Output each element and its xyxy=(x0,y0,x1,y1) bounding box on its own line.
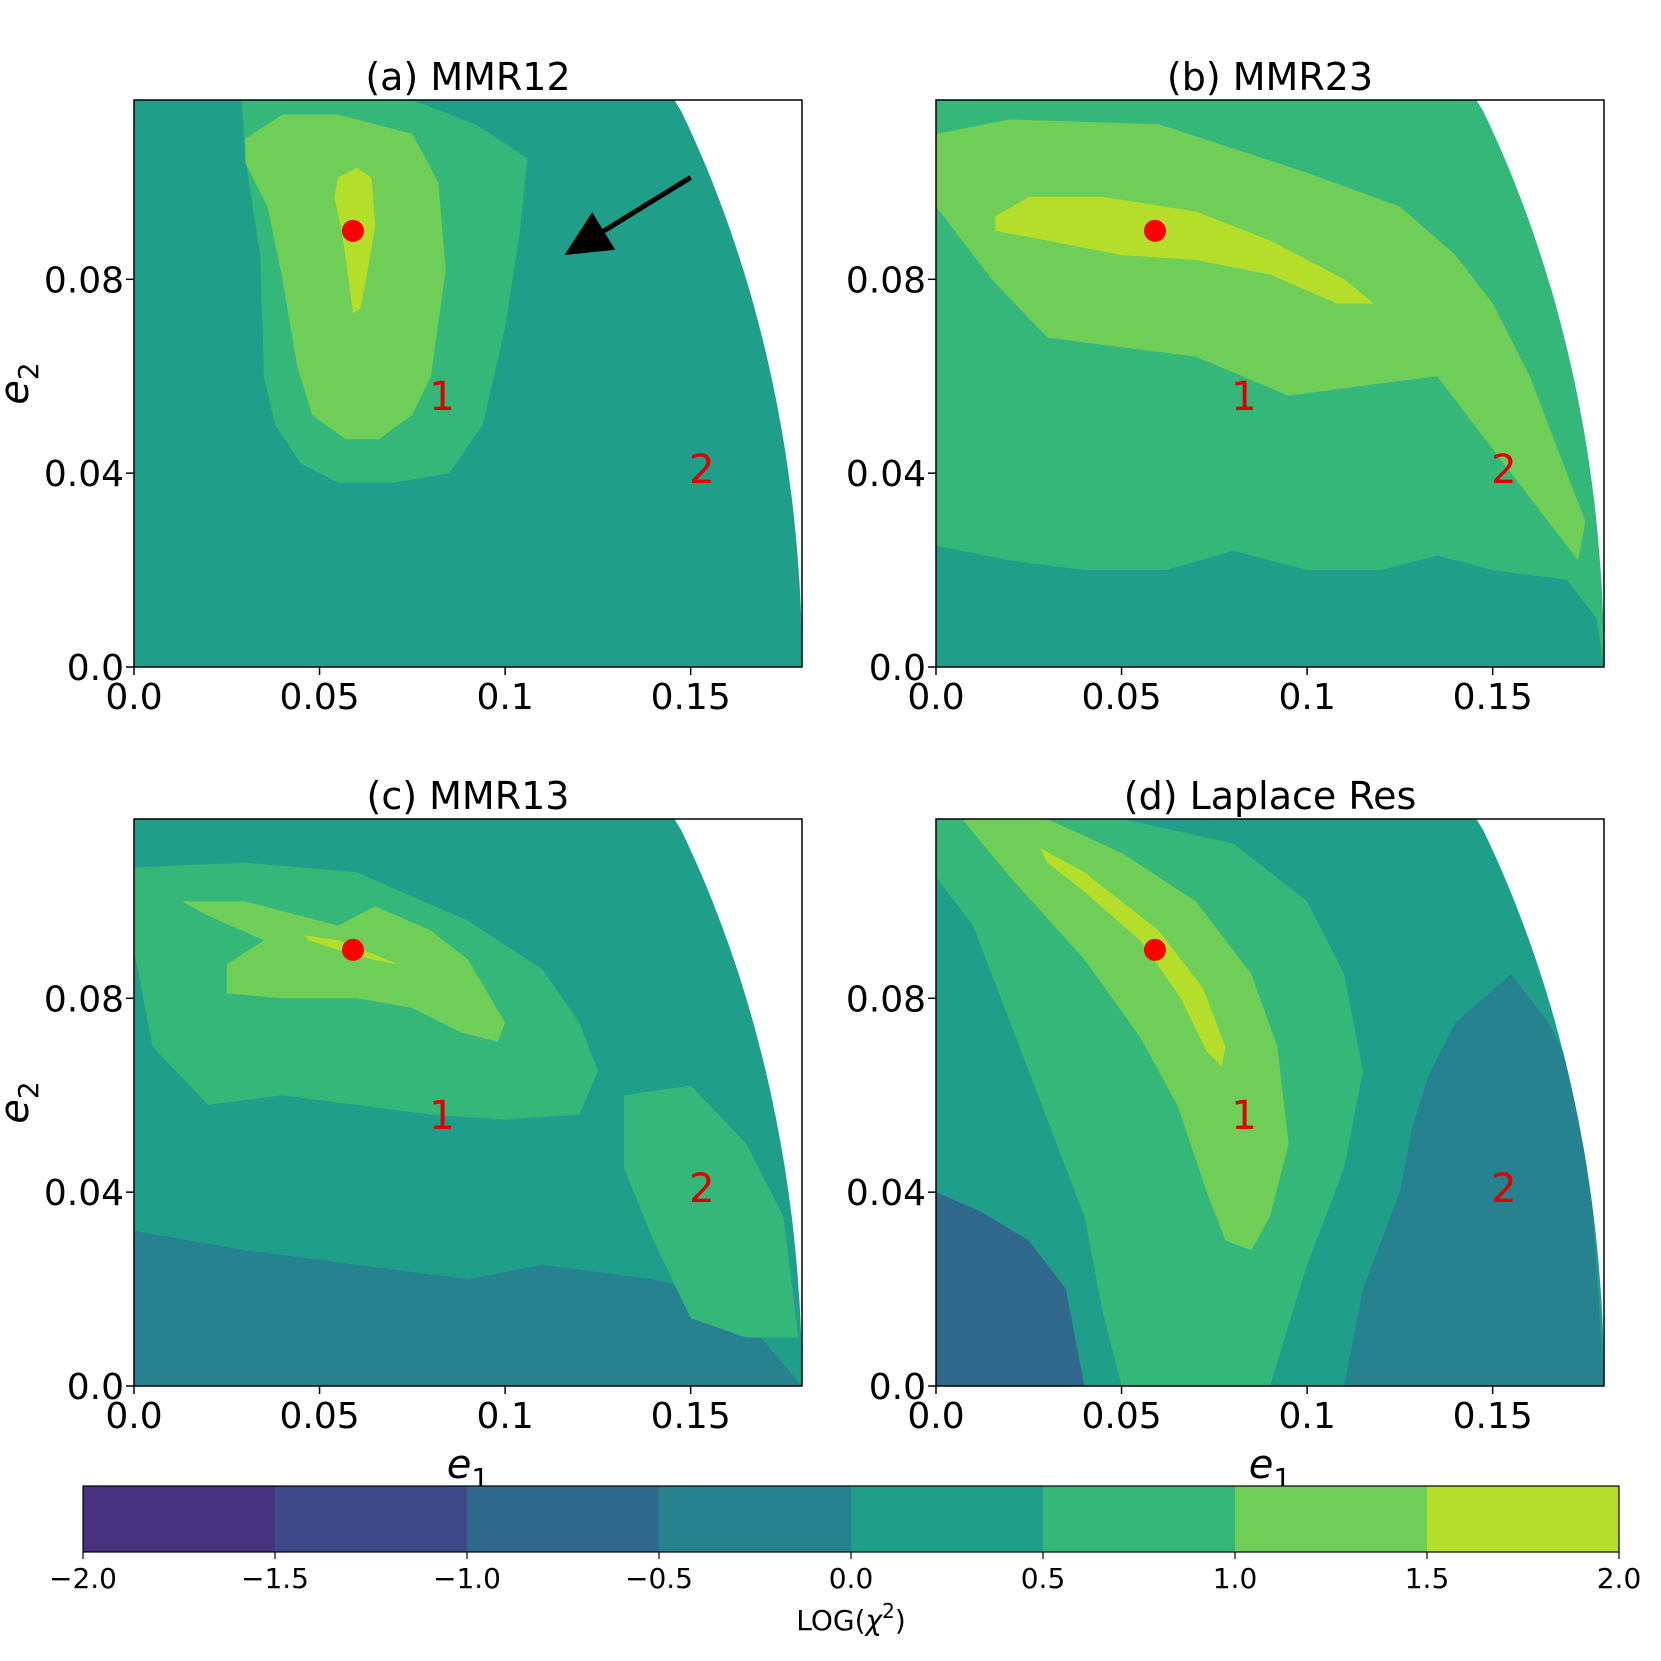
region-label: 2 xyxy=(1491,447,1516,493)
y-tick-label: 0.0 xyxy=(67,648,124,689)
y-tick-label: 0.04 xyxy=(846,1173,926,1214)
contour-level-1 xyxy=(962,819,1289,1251)
colorbar-segment xyxy=(467,1486,660,1552)
arrow-head xyxy=(564,212,616,256)
y-tick-label: 0.08 xyxy=(44,260,124,301)
contours xyxy=(134,862,802,1386)
colorbar-segment xyxy=(851,1486,1044,1552)
contour-level-1_5 xyxy=(995,196,1374,304)
y-tick-label: 0.08 xyxy=(846,979,926,1020)
colorbar-segment xyxy=(1043,1486,1236,1552)
contour-level-neg0_5 xyxy=(1307,974,1604,1386)
x-tick-label: 0.05 xyxy=(279,1396,359,1437)
colorbar: −2.0 −1.5 −1.0 −0.5 0.0 0.5 1.0 1.5 2.0 LOG(χ2) xyxy=(49,1485,1642,1637)
contour-level-0 xyxy=(936,545,1604,667)
y-tick-label: 0.0 xyxy=(67,1367,124,1408)
best-fit-marker xyxy=(341,219,364,242)
x-tick-label: 0.05 xyxy=(279,677,359,718)
axes-frame xyxy=(133,99,803,668)
x-tick-label: 0.05 xyxy=(1081,677,1161,718)
y-tick-label: 0.04 xyxy=(44,454,124,495)
axes-frame xyxy=(935,99,1605,668)
axes-frame xyxy=(133,818,803,1387)
region-label: 1 xyxy=(429,374,454,420)
arrow-shaft xyxy=(602,175,692,234)
contours xyxy=(241,100,528,483)
y-tick-label: 0.0 xyxy=(869,1367,926,1408)
x-tick-label: 0.15 xyxy=(651,1396,731,1437)
best-fit-marker xyxy=(1143,938,1166,961)
y-tick-label: 0.04 xyxy=(44,1173,124,1214)
colorbar-segment xyxy=(83,1486,276,1552)
colorbar-tick-label: −1.5 xyxy=(241,1562,309,1595)
region-label: 1 xyxy=(1231,1093,1256,1139)
panel-title: (c) MMR13 xyxy=(367,774,570,818)
axes-frame xyxy=(935,818,1605,1387)
colorbar-tick-label: 0.0 xyxy=(829,1562,874,1595)
colorbar-segment xyxy=(275,1486,468,1552)
x-tick-label: 0.1 xyxy=(476,1396,533,1437)
x-tick-label: 0.0 xyxy=(907,677,964,718)
region-label: 2 xyxy=(689,1166,714,1212)
panel-b: (b) MMR23 0.0 0.05 0.1 0.15 0.0 0.04 0.08 1 2 xyxy=(846,55,1605,718)
colorbar-tick-label: −0.5 xyxy=(625,1562,693,1595)
region-label: 2 xyxy=(1491,1166,1516,1212)
contour-level-neg0_5 xyxy=(134,1230,802,1386)
colorbar-tick-label: 1.0 xyxy=(1213,1562,1258,1595)
contour-level-neg1 xyxy=(936,1192,1085,1386)
panel-d: (d) Laplace Res 0.0 0.05 0.1 0.15 0.0 0.04 0.08… xyxy=(846,774,1605,1495)
best-fit-marker xyxy=(341,938,364,961)
x-tick-label: 0.1 xyxy=(476,677,533,718)
colorbar-tick-label: −2.0 xyxy=(49,1562,117,1595)
x-tick-label: 0.15 xyxy=(1453,677,1533,718)
contour-level-1_5 xyxy=(1039,848,1226,1067)
contour-level-1 xyxy=(245,114,446,440)
x-tick-label: 0.1 xyxy=(1278,1396,1335,1437)
colorbar-label: LOG(χ2) xyxy=(796,1599,906,1637)
colorbar-tick-label: 2.0 xyxy=(1597,1562,1642,1595)
panel-title: (b) MMR23 xyxy=(1167,55,1373,99)
panel-title: (d) Laplace Res xyxy=(1124,774,1417,818)
y-axis-label: e2 xyxy=(0,362,45,404)
colorbar-segment xyxy=(1235,1486,1428,1552)
y-tick-label: 0.04 xyxy=(846,454,926,495)
colorbar-tick-label: 0.5 xyxy=(1021,1562,1066,1595)
x-tick-label: 0.15 xyxy=(1453,1396,1533,1437)
colorbar-segment xyxy=(659,1486,852,1552)
x-tick-label: 0.15 xyxy=(651,677,731,718)
colorbar-segment xyxy=(1427,1486,1620,1552)
y-tick-label: 0.08 xyxy=(846,260,926,301)
contour-level-1 xyxy=(182,901,506,1042)
x-tick-label: 0.0 xyxy=(907,1396,964,1437)
y-tick-label: 0.08 xyxy=(44,979,124,1020)
panel-title: (a) MMR12 xyxy=(365,55,570,99)
x-tick-label: 0.1 xyxy=(1278,677,1335,718)
region-label: 1 xyxy=(429,1093,454,1139)
region-label: 1 xyxy=(1231,374,1256,420)
contour-level-0_5 xyxy=(936,819,1363,1386)
contours xyxy=(936,100,1604,667)
colorbar-tick-label: −1.0 xyxy=(433,1562,501,1595)
contour-level-0_5 xyxy=(623,1085,799,1338)
best-fit-marker xyxy=(1143,219,1166,242)
y-axis-label: e2 xyxy=(0,1081,45,1123)
x-tick-label: 0.05 xyxy=(1081,1396,1161,1437)
colorbar-tick-label: 1.5 xyxy=(1405,1562,1450,1595)
x-tick-label: 0.0 xyxy=(105,1396,162,1437)
region-label: 2 xyxy=(689,447,714,493)
panel-a: (a) MMR12 0.0 0.05 0.1 0.15 0.0 0.04 0.08 e2 1 2 xyxy=(0,55,803,718)
y-tick-label: 0.0 xyxy=(869,648,926,689)
contours xyxy=(936,819,1604,1386)
x-tick-label: 0.0 xyxy=(105,677,162,718)
panels: (a) MMR120.00.050.10.150.00.040.08e212(b… xyxy=(0,55,1605,1495)
